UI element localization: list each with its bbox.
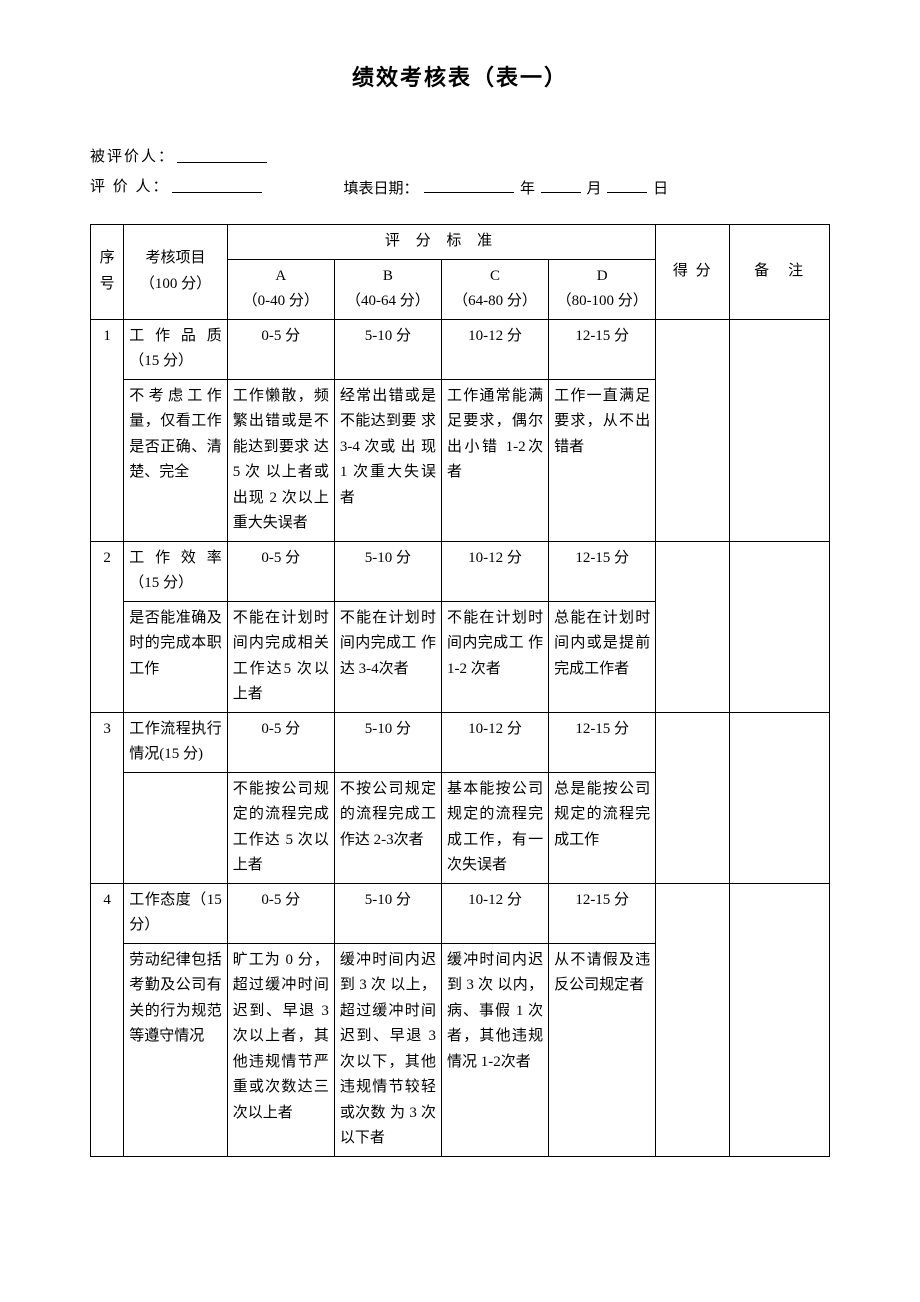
table-row: 3 工作流程执行情况(15 分) 0-5 分 5-10 分 10-12 分 12…: [91, 712, 830, 772]
crit-a: 不能在计划时间内完成相关工作达5 次以上者: [227, 601, 334, 712]
row-desc: 劳动纪律包括考勤及公司有关的行为规范等遵守情况: [124, 943, 227, 1156]
range-d: 12-15 分: [549, 712, 656, 772]
crit-a: 不能按公司规定的流程完成工作达 5 次以上者: [227, 772, 334, 883]
evaluator-line: 评 价 人： 填表日期： 年 月 日: [90, 172, 830, 204]
table-body: 1 工 作 品 质（15 分） 0-5 分 5-10 分 10-12 分 12-…: [91, 319, 830, 1156]
range-b: 5-10 分: [334, 541, 441, 601]
evaluatee-field: [177, 142, 267, 163]
month-field: [541, 172, 581, 193]
score-cell: [656, 541, 730, 712]
crit-c: 缓冲时间内迟 到 3 次 以内，病、事假 1 次者，其他违规情况 1-2次者: [441, 943, 548, 1156]
hdr-col-c: C （64-80 分）: [441, 259, 548, 319]
crit-b: 不按公司规定的流程完成工作达 2-3次者: [334, 772, 441, 883]
col-d-range: （80-100 分）: [554, 289, 650, 315]
evaluatee-line: 被评价人：: [90, 142, 830, 172]
row-idx: 4: [91, 883, 124, 1156]
crit-a: 旷工为 0 分，超过缓冲时间迟到、早退 3 次以上者，其他违规情节严重或次数达三…: [227, 943, 334, 1156]
range-a: 0-5 分: [227, 319, 334, 379]
row-idx: 3: [91, 712, 124, 883]
range-c: 10-12 分: [441, 541, 548, 601]
note-cell: [730, 883, 830, 1156]
crit-d: 工作一直满足要求，从不出错者: [549, 379, 656, 541]
col-b-range: （40-64 分）: [340, 289, 436, 315]
year-field: [424, 172, 514, 193]
evaluator-label: 评 价 人：: [90, 172, 170, 204]
row-title: 工 作 品 质（15 分）: [124, 319, 227, 379]
year-suffix: 年: [520, 181, 535, 197]
range-c: 10-12 分: [441, 712, 548, 772]
hdr-col-d: D （80-100 分）: [549, 259, 656, 319]
evaluatee-label: 被评价人：: [90, 142, 175, 172]
month-suffix: 月: [587, 181, 602, 197]
crit-d: 总是能按公司规定的流程完成工作: [549, 772, 656, 883]
date-group: 填表日期： 年 月 日: [344, 172, 669, 204]
crit-a: 工作懒散，频繁出错或是不能达到要求 达 5 次 以上者或出现 2 次以上重大失误…: [227, 379, 334, 541]
evaluator-field: [172, 172, 262, 193]
crit-c: 不能在计划时间内完成工 作 1-2 次者: [441, 601, 548, 712]
score-cell: [656, 883, 730, 1156]
hdr-criteria: 评 分 标 准: [227, 225, 656, 260]
page-title: 绩效考核表（表一）: [90, 60, 830, 92]
row-desc: 是否能准确及时的完成本职工作: [124, 601, 227, 712]
range-b: 5-10 分: [334, 319, 441, 379]
col-a-range: （0-40 分）: [233, 289, 329, 315]
hdr-index: 序号: [91, 225, 124, 320]
range-c: 10-12 分: [441, 319, 548, 379]
score-cell: [656, 319, 730, 541]
hdr-note: 备 注: [730, 225, 830, 320]
crit-d: 总能在计划时间内或是提前完成工作者: [549, 601, 656, 712]
range-a: 0-5 分: [227, 883, 334, 943]
col-c-label: C: [447, 264, 543, 290]
range-d: 12-15 分: [549, 319, 656, 379]
col-d-label: D: [554, 264, 650, 290]
row-title: 工作态度（15 分）: [124, 883, 227, 943]
crit-d: 从不请假及违反公司规定者: [549, 943, 656, 1156]
hdr-score: 得 分: [656, 225, 730, 320]
note-cell: [730, 712, 830, 883]
meta-block: 被评价人： 评 价 人： 填表日期： 年 月 日: [90, 142, 830, 204]
score-cell: [656, 712, 730, 883]
assessment-table: 序号 考核项目（100 分） 评 分 标 准 得 分 备 注 A （0-40 分…: [90, 224, 830, 1157]
crit-b: 经常出错或是不能达到要 求 3-4 次或 出 现 1 次重大失误者: [334, 379, 441, 541]
day-suffix: 日: [653, 181, 668, 197]
range-d: 12-15 分: [549, 541, 656, 601]
col-a-label: A: [233, 264, 329, 290]
table-row: 4 工作态度（15 分） 0-5 分 5-10 分 10-12 分 12-15 …: [91, 883, 830, 943]
range-c: 10-12 分: [441, 883, 548, 943]
crit-c: 基本能按公司规定的流程完成工作，有一次失误者: [441, 772, 548, 883]
row-desc: 不考虑工作量，仅看工作是否正确、清楚、完全: [124, 379, 227, 541]
hdr-item: 考核项目（100 分）: [124, 225, 227, 320]
range-a: 0-5 分: [227, 712, 334, 772]
row-title: 工 作 效 率（15 分）: [124, 541, 227, 601]
note-cell: [730, 319, 830, 541]
range-a: 0-5 分: [227, 541, 334, 601]
note-cell: [730, 541, 830, 712]
range-b: 5-10 分: [334, 883, 441, 943]
table-header-row-1: 序号 考核项目（100 分） 评 分 标 准 得 分 备 注: [91, 225, 830, 260]
range-d: 12-15 分: [549, 883, 656, 943]
date-label: 填表日期：: [344, 181, 419, 197]
row-idx: 2: [91, 541, 124, 712]
crit-b: 不能在计划时间内完成工 作 达 3-4次者: [334, 601, 441, 712]
row-title: 工作流程执行情况(15 分): [124, 712, 227, 772]
crit-c: 工作通常能满足要求，偶尔出小错 1-2次者: [441, 379, 548, 541]
col-b-label: B: [340, 264, 436, 290]
row-idx: 1: [91, 319, 124, 541]
table-row: 1 工 作 品 质（15 分） 0-5 分 5-10 分 10-12 分 12-…: [91, 319, 830, 379]
range-b: 5-10 分: [334, 712, 441, 772]
hdr-col-a: A （0-40 分）: [227, 259, 334, 319]
crit-b: 缓冲时间内迟 到 3 次 以上，超过缓冲时间迟到、早退 3 次以下，其他违规情节…: [334, 943, 441, 1156]
row-desc: [124, 772, 227, 883]
day-field: [607, 172, 647, 193]
table-row: 2 工 作 效 率（15 分） 0-5 分 5-10 分 10-12 分 12-…: [91, 541, 830, 601]
col-c-range: （64-80 分）: [447, 289, 543, 315]
hdr-col-b: B （40-64 分）: [334, 259, 441, 319]
